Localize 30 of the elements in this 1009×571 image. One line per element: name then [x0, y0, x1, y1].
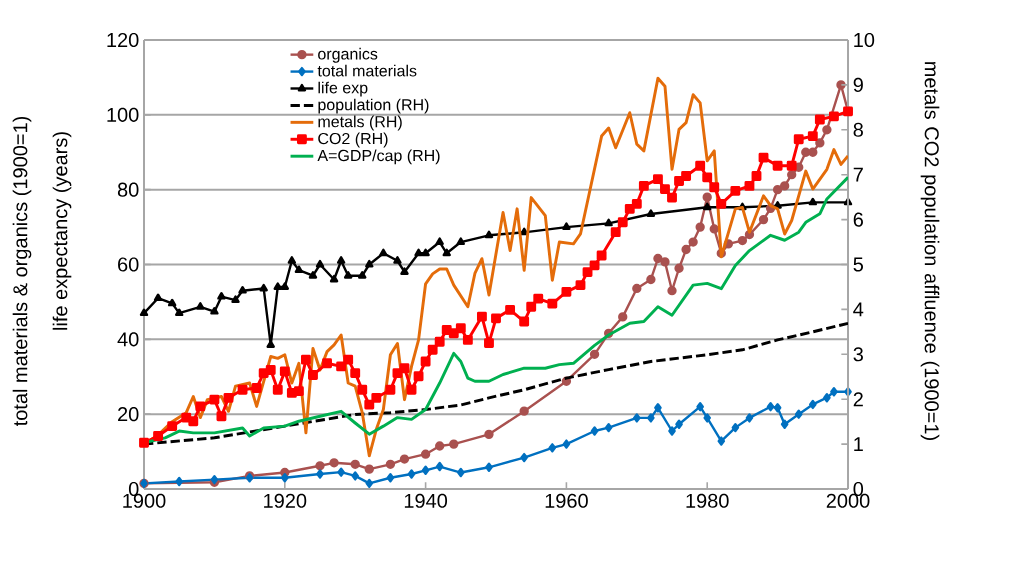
y-tick-label: 20 [118, 407, 139, 422]
y2-tick-label: 4 [853, 302, 864, 317]
legend-label: life exp [318, 81, 368, 97]
y2-tick-label: 9 [853, 77, 863, 92]
y-axis-title: life expectancy (years) [52, 132, 72, 330]
y2-tick-label: 1 [854, 437, 863, 451]
text: total materials & organics (1900=1) [12, 116, 32, 427]
y2-tick-label: 3 [853, 347, 863, 362]
y-tick-label: 100 [107, 107, 139, 122]
y2-tick-label: 5 [853, 257, 864, 272]
x-tick-label: 1920 [264, 493, 307, 508]
legend-label: metals (RH) [318, 115, 402, 131]
legend-label: A=GDP/cap (RH) [317, 149, 440, 165]
y-tick-label: 60 [118, 257, 139, 272]
y2-tick-label: 7 [853, 167, 863, 182]
y2-tick-label: 10 [854, 32, 875, 48]
legend-label: population (RH) [318, 98, 429, 114]
legend-label: CO2 (RH) [318, 132, 388, 148]
y2-tick-label: 2 [853, 392, 863, 407]
y2-axis-title: metals CO2 population affluence (1900=1) [920, 62, 940, 440]
y2-tick-label: 6 [853, 212, 863, 227]
y-tick-label: 40 [117, 332, 139, 347]
y-tick-label: 120 [107, 32, 139, 48]
y2-tick-label: 8 [853, 122, 863, 137]
legend-label: organics [318, 47, 378, 63]
legend-label: total materials [317, 64, 417, 77]
x-tick-label: 1980 [686, 493, 729, 508]
x-tick-label: 1960 [545, 493, 588, 508]
y-tick-label: 80 [117, 182, 139, 197]
x-tick-label: 1940 [404, 493, 448, 508]
